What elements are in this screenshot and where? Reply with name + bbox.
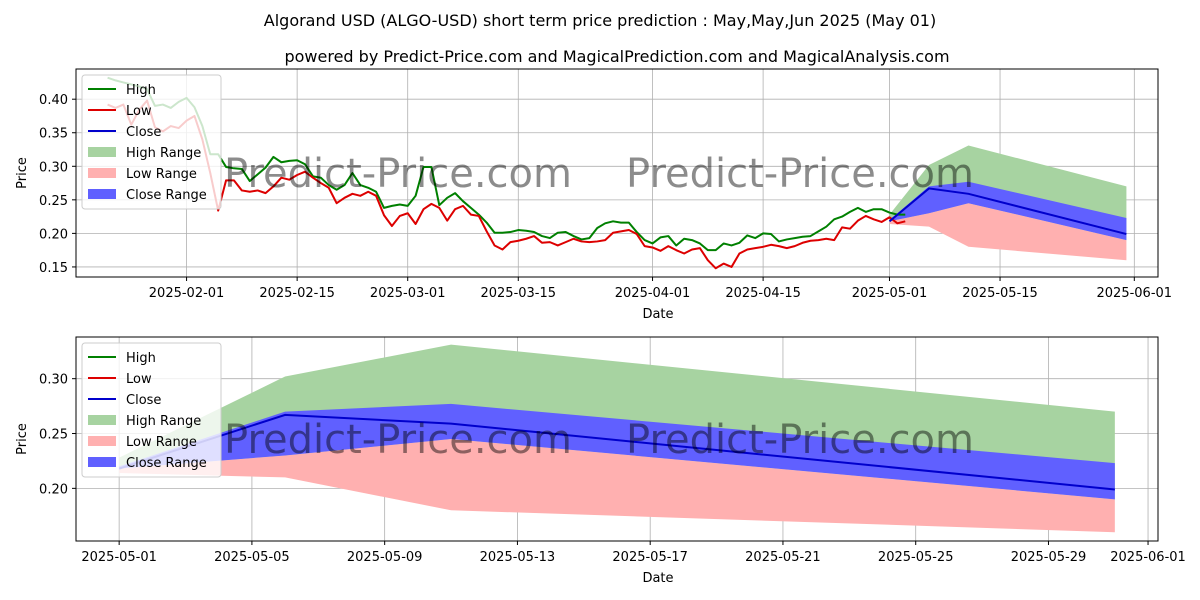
low-range-band	[119, 439, 1115, 533]
chart-subtitle: powered by Predict-Price.com and Magical…	[284, 47, 949, 66]
x-tick-label: 2025-05-15	[962, 286, 1038, 301]
plot-area	[107, 76, 1127, 270]
legend: High Low Close High Range Low Range Close Ran…	[81, 342, 222, 478]
x-axis-label: Date	[642, 307, 673, 322]
plot-area	[118, 344, 1115, 533]
legend-high-range-swatch	[88, 415, 116, 425]
plot-frame	[75, 68, 1159, 278]
plot-frame	[75, 336, 1159, 542]
legend-close-label: Close	[126, 393, 161, 408]
legend-close-range-label: Close Range	[126, 456, 207, 471]
x-tick-label: 2025-05-01	[81, 550, 157, 565]
y-tick-label: 0.20	[39, 227, 68, 242]
x-axis-label: Date	[642, 571, 673, 586]
x-tick-label: 2025-06-01	[1110, 550, 1186, 565]
legend-close-range-label: Close Range	[126, 188, 207, 203]
high-series-line	[107, 76, 906, 252]
y-tick-label: 0.20	[39, 482, 68, 497]
x-tick-label: 2025-05-09	[347, 550, 423, 565]
x-tick-label: 2025-06-01	[1097, 286, 1173, 301]
x-tick-label: 2025-05-25	[878, 550, 954, 565]
low-series-line	[107, 99, 906, 270]
close-range-band	[119, 403, 1115, 500]
y-axis-label: Price	[15, 157, 30, 189]
watermark-left: Predict-Price.com	[224, 151, 572, 197]
legend-close-label: Close	[126, 125, 161, 140]
legend-low-range-swatch	[88, 436, 116, 446]
x-tick-label: 2025-02-15	[259, 286, 335, 301]
x-tick-label: 2025-05-01	[852, 286, 928, 301]
legend-low-range-swatch	[88, 168, 116, 178]
x-tick-label: 2025-05-29	[1011, 550, 1087, 565]
legend-high-range-label: High Range	[126, 146, 201, 161]
y-tick-label: 0.35	[39, 127, 68, 142]
legend: High Low Close High Range Low Range Close Ran…	[81, 74, 222, 210]
close-series-line	[888, 187, 1127, 236]
legend-close-range-swatch	[88, 457, 116, 467]
low-range-band	[889, 203, 1127, 261]
x-tick-label: 2025-05-13	[480, 550, 556, 565]
legend-low-range-label: Low Range	[126, 167, 197, 182]
watermark-right: Predict-Price.com	[626, 417, 974, 463]
legend-box	[81, 74, 222, 210]
x-tick-label: 2025-02-01	[149, 286, 225, 301]
x-tick-label: 2025-05-05	[214, 550, 290, 565]
legend-close-range-swatch	[88, 189, 116, 199]
bottom-panel: Predict-Price.com Predict-Price.com 2025-0…	[15, 336, 1186, 586]
x-tick-label: 2025-03-15	[480, 286, 556, 301]
legend-low-label: Low	[126, 104, 152, 119]
legend-box	[81, 342, 222, 478]
legend-low-range-label: Low Range	[126, 435, 197, 450]
legend-low-label: Low	[126, 372, 152, 387]
y-tick-label: 0.25	[39, 428, 68, 443]
x-tick-label: 2025-03-01	[370, 286, 446, 301]
close-range-band	[889, 181, 1127, 241]
y-tick-label: 0.40	[39, 93, 68, 108]
legend-high-label: High	[126, 351, 156, 366]
watermark-right: Predict-Price.com	[626, 151, 974, 197]
x-tick-label: 2025-04-15	[725, 286, 801, 301]
legend-high-label: High	[126, 83, 156, 98]
top-panel: Predict-Price.com Predict-Price.com 2025-0…	[15, 68, 1173, 322]
x-tick-label: 2025-05-17	[612, 550, 688, 565]
watermark-left: Predict-Price.com	[224, 417, 572, 463]
chart-title: Algorand USD (ALGO-USD) short term price…	[264, 11, 936, 30]
y-tick-label: 0.30	[39, 160, 68, 175]
legend-high-range-label: High Range	[126, 414, 201, 429]
x-tick-label: 2025-04-01	[615, 286, 691, 301]
x-tick-label: 2025-05-21	[745, 550, 821, 565]
legend-high-range-swatch	[88, 147, 116, 157]
y-tick-label: 0.15	[39, 261, 68, 276]
y-tick-label: 0.30	[39, 373, 68, 388]
y-tick-label: 0.25	[39, 194, 68, 209]
y-axis-label: Price	[15, 423, 30, 455]
